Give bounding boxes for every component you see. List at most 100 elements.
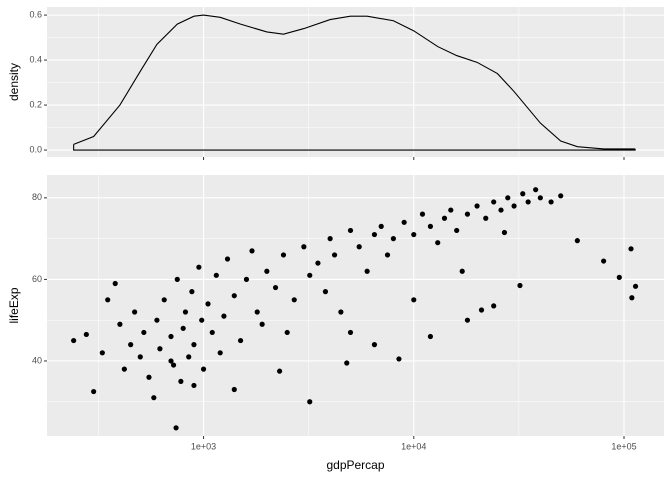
point <box>419 211 426 217</box>
point <box>474 203 480 209</box>
point <box>533 187 539 193</box>
point <box>616 274 622 280</box>
x-tick-label: 1e+04 <box>401 441 426 451</box>
y-tick-label: 80 <box>32 192 42 202</box>
y-tick-label: 40 <box>32 355 42 365</box>
point <box>180 325 186 331</box>
point <box>459 268 465 274</box>
point <box>371 231 378 238</box>
point <box>601 258 607 264</box>
density-curve <box>73 14 636 150</box>
point <box>174 276 180 282</box>
point <box>574 238 580 244</box>
point <box>157 346 163 352</box>
point <box>83 331 89 338</box>
point <box>441 215 448 221</box>
point <box>378 223 384 229</box>
point <box>161 297 167 303</box>
point <box>112 280 118 287</box>
x-tick-label: 1e+05 <box>611 441 636 451</box>
point <box>71 337 77 344</box>
point <box>356 244 362 250</box>
point <box>427 223 434 229</box>
point <box>491 199 497 205</box>
y-axis-title: lifeExp <box>7 287 21 323</box>
point <box>224 256 231 262</box>
point <box>347 329 354 336</box>
point <box>411 231 417 238</box>
point <box>191 342 197 348</box>
point <box>331 252 338 258</box>
point <box>454 227 460 234</box>
point <box>121 366 127 372</box>
point <box>280 252 287 258</box>
point <box>196 264 202 270</box>
y-tick-label: 0.6 <box>29 9 42 19</box>
point <box>146 374 152 380</box>
point <box>91 388 97 395</box>
point <box>189 289 195 295</box>
point <box>384 252 391 258</box>
point <box>315 260 321 266</box>
point <box>231 386 237 393</box>
point <box>628 246 634 252</box>
point <box>117 321 123 327</box>
point <box>168 358 174 364</box>
point <box>272 284 279 291</box>
point <box>301 244 307 250</box>
x-tick-label: 1e+03 <box>191 441 216 451</box>
point <box>209 329 215 336</box>
point <box>548 199 554 205</box>
x-axis-title: gdpPercap <box>326 458 384 472</box>
point <box>338 309 344 315</box>
point <box>464 317 471 323</box>
point <box>344 360 350 366</box>
point <box>141 329 147 336</box>
point <box>99 350 105 356</box>
point <box>199 317 205 323</box>
point <box>182 309 189 315</box>
y-tick-label: 60 <box>32 274 42 284</box>
point <box>371 342 378 348</box>
point <box>558 193 564 199</box>
point <box>401 219 407 225</box>
point <box>213 272 219 278</box>
point <box>364 268 370 274</box>
y-tick-label: 0.0 <box>29 144 42 154</box>
point <box>347 227 354 234</box>
point <box>191 382 197 389</box>
point <box>632 283 639 289</box>
y-axis-title: density <box>7 63 21 101</box>
point <box>173 425 179 431</box>
point <box>200 366 207 372</box>
point <box>307 272 313 278</box>
point <box>137 354 143 360</box>
point <box>448 207 454 213</box>
point <box>491 303 497 309</box>
point <box>427 333 434 340</box>
point <box>231 293 237 299</box>
point <box>517 282 523 289</box>
point <box>464 211 471 217</box>
point <box>322 289 329 295</box>
point <box>249 248 255 254</box>
point <box>498 207 504 213</box>
density-baseline <box>73 144 636 151</box>
point <box>435 240 441 246</box>
point <box>483 215 489 221</box>
point <box>105 297 111 303</box>
panel-background <box>47 175 664 436</box>
point <box>478 307 485 313</box>
point <box>186 354 192 360</box>
point <box>205 301 211 307</box>
point <box>178 378 184 384</box>
point <box>291 297 297 303</box>
point <box>629 295 635 301</box>
point <box>511 203 517 209</box>
point <box>390 236 396 242</box>
point <box>520 191 526 197</box>
point <box>284 329 290 336</box>
point <box>327 236 333 242</box>
point <box>154 317 160 323</box>
